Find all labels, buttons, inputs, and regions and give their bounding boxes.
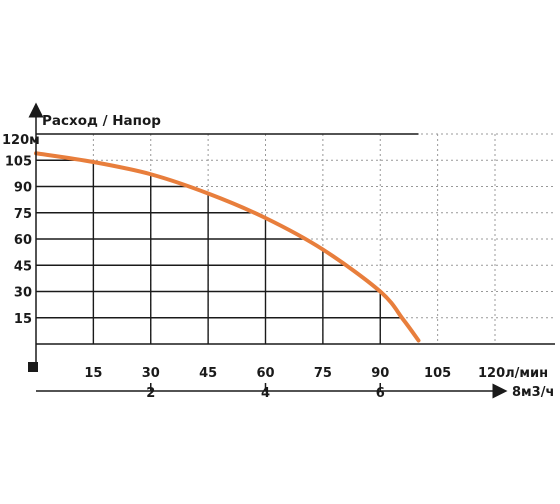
x2-axis-unit-label: 8м3/ч [512,385,554,400]
x-tick-label: 105 [424,366,451,381]
x-tick-label: 75 [314,366,332,381]
chart-title: Расход / Напор [42,113,161,129]
y-tick-label: 90 [14,181,32,196]
x2-tick-label: 4 [261,386,270,401]
x-tick-label: 90 [371,366,389,381]
y-tick-label: 45 [14,259,32,274]
x-tick-label: 60 [256,366,274,381]
y-tick-label: 75 [14,207,32,222]
origin-marker [28,362,38,372]
x2-tick-label: 2 [146,386,155,401]
series-curve [34,151,421,343]
y-tick-label: 30 [14,286,32,301]
y-tick-label: 60 [14,233,32,248]
y-tick-label: 15 [14,312,32,327]
y-tick-label: 105 [5,154,32,169]
x-tick-label: 45 [199,366,217,381]
x-tick-labels: 15 30 45 60 75 90 105 [84,366,451,381]
x-axis-unit-label: 120л/мин [478,366,548,381]
solid-grid [36,133,419,344]
x2-tick-label: 6 [376,386,385,401]
x-tick-label: 30 [142,366,160,381]
x-tick-label: 15 [84,366,102,381]
y-tick-labels: 15 30 45 60 75 90 105 [5,154,32,327]
y-axis-unit-label: 120м [2,133,40,148]
x2-tick-labels: 2 4 6 [146,383,385,401]
